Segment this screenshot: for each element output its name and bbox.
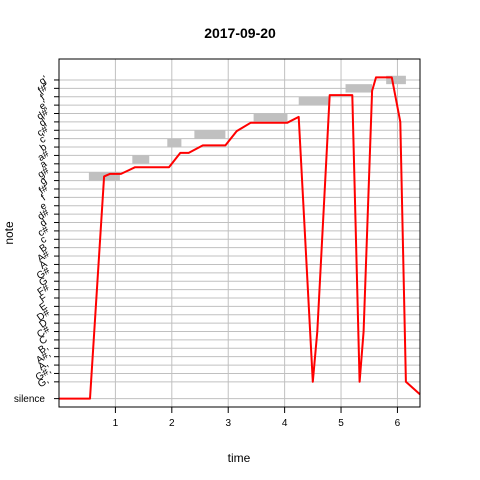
- y-tick-label: G,: [36, 375, 51, 390]
- y-tick-label: c: [38, 234, 48, 246]
- y-tick-label: F: [38, 293, 49, 306]
- y-tick-label: b: [38, 142, 49, 154]
- note-box: [132, 155, 150, 164]
- note-boxes: [88, 75, 406, 181]
- y-axis: G,G#,A,A#,B,CC#DD#EFF#GG#AA#Bcc#dd#eff#g…: [14, 74, 59, 405]
- plot-frame: [58, 58, 421, 408]
- y-tick-label: d: [38, 217, 49, 229]
- x-axis: 1 2 3 4 5 6: [113, 407, 401, 429]
- chart-title: 2017-09-20: [204, 25, 276, 41]
- note-box: [386, 75, 406, 85]
- y-axis-label: note: [2, 221, 16, 245]
- y-tick-label: f': [38, 92, 48, 104]
- note-box: [167, 138, 182, 148]
- x-tick-label: 5: [338, 418, 344, 429]
- note-box: [345, 84, 373, 93]
- y-tick-label-silence: silence: [14, 394, 46, 405]
- y-tick-label: e: [38, 200, 49, 212]
- note-box: [253, 113, 288, 122]
- y-tick-label: g: [38, 175, 49, 187]
- y-tick-label: a: [38, 158, 49, 170]
- x-tick-label: 4: [282, 418, 288, 429]
- grid-lines: [59, 59, 420, 407]
- x-tick-label: 1: [113, 418, 119, 429]
- y-tick-label: f: [39, 193, 48, 204]
- pitch-line: [59, 76, 421, 400]
- note-box: [298, 96, 329, 106]
- note-box: [194, 130, 226, 139]
- x-tick-label: 2: [169, 418, 175, 429]
- x-axis-label: time: [228, 451, 251, 465]
- x-tick-label: 6: [395, 418, 401, 429]
- x-tick-label: 3: [225, 418, 231, 429]
